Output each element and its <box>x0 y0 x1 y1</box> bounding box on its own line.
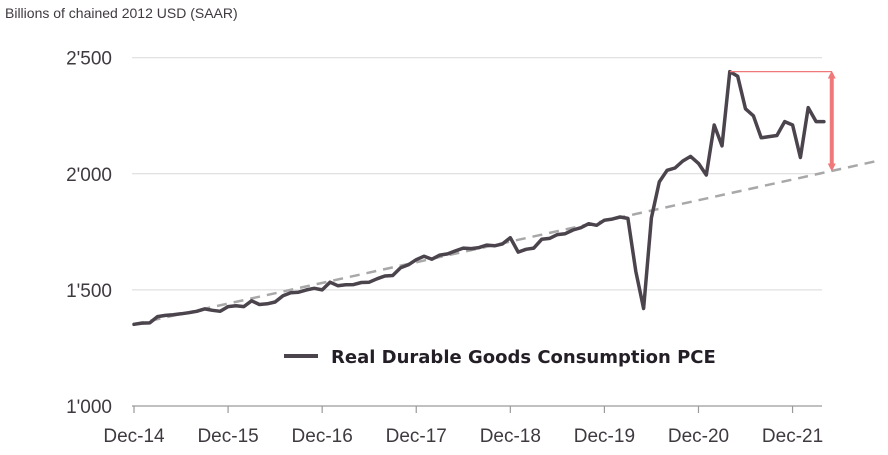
x-tick-label: Dec-21 <box>762 426 823 447</box>
y-tick-label: 2'500 <box>66 49 112 70</box>
x-tick-label: Dec-15 <box>197 426 258 447</box>
gap-annotation <box>729 70 836 172</box>
x-tick-label: Dec-19 <box>574 426 635 447</box>
x-tick-label: Dec-18 <box>480 426 541 447</box>
y-tick-label: 1'000 <box>66 397 112 418</box>
legend: Real Durable Goods Consumption PCE <box>284 347 716 368</box>
gridlines <box>132 57 822 291</box>
series-layer <box>132 69 826 327</box>
y-tick-label: 1'500 <box>66 281 112 302</box>
y-axis-unit-label: Billions of chained 2012 USD (SAAR) <box>5 5 238 21</box>
x-tick-label: Dec-20 <box>668 426 729 447</box>
y-axis-tick-labels: 1'000 1'500 2'000 2'500 <box>66 49 112 418</box>
y-tick-label: 2'000 <box>66 165 112 186</box>
x-tick-label: Dec-14 <box>103 426 165 447</box>
x-axis <box>132 405 822 413</box>
x-axis-tick-labels: Dec-14 Dec-15 Dec-16 Dec-17 Dec-18 Dec-19 Dec-… <box>103 426 823 447</box>
series-line-real-durable-goods <box>132 69 826 327</box>
x-tick-label: Dec-16 <box>292 426 353 447</box>
legend-label: Real Durable Goods Consumption PCE <box>331 347 716 368</box>
x-tick-label: Dec-17 <box>386 426 447 447</box>
